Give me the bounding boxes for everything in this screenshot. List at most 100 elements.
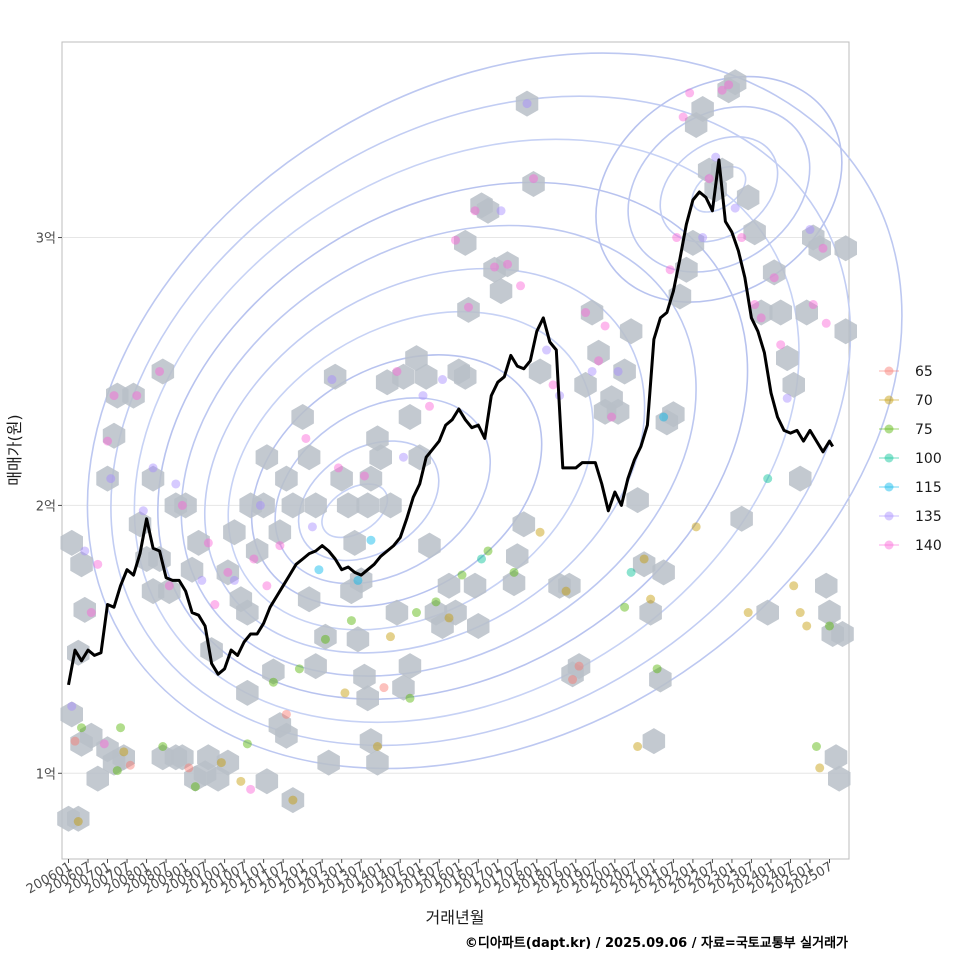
hex-cell [392,674,415,701]
hex-cell [297,444,321,471]
data-point [424,401,434,411]
hex-cell [304,492,327,519]
data-point [561,586,571,596]
data-point [685,88,695,98]
hex-cell [366,749,389,776]
data-point [190,782,200,792]
hex-cell [512,511,536,538]
hex-cell [743,219,766,246]
hex-cell [314,623,337,650]
legend-key-point [884,482,894,492]
hex-cell [489,278,513,305]
y-axis-title: 매매가(원) [5,414,24,485]
hex-cell [626,487,649,514]
data-point [509,567,519,577]
legend: 65 70 75 100 115 135 140 [879,364,942,554]
hex-cell [789,465,812,492]
hex-cell [158,578,181,605]
hex-cell [255,768,279,795]
hex-cell [776,345,799,372]
data-point [353,575,363,585]
hex-cell [369,444,392,471]
data-point [99,739,109,749]
hex-cell [317,749,340,776]
data-point [811,741,821,751]
hex-cell [200,637,223,664]
data-point [704,174,714,184]
hex-cell [418,532,441,559]
hex-cell [782,371,805,398]
trend-line-layer [67,158,834,686]
data-point [750,300,760,310]
data-point [333,463,343,473]
data-point [223,567,233,577]
hex-cell [268,519,292,546]
data-point [743,608,753,618]
data-point [568,675,578,685]
data-point [496,206,506,216]
data-point [659,412,669,422]
hex-cell [346,626,370,653]
hex-cell [502,570,526,597]
hex-cell [151,358,175,385]
data-point [359,471,369,481]
data-point [626,567,636,577]
data-point [346,616,356,626]
data-point [210,600,220,610]
data-point [262,581,272,591]
hex-cell [60,701,83,728]
hex-cell [223,519,246,546]
hex-cell [662,401,685,428]
hex-cell [262,658,285,685]
data-point [327,375,337,385]
hex-cell [122,382,145,409]
hex-cell [67,805,90,832]
hex-cell [366,425,389,452]
data-point [138,506,148,516]
data-point [398,452,408,462]
hex-cell [304,653,327,680]
hex-cell [180,556,204,583]
legend-key-point [884,453,894,463]
data-point [633,741,643,751]
hex-cell [632,551,656,578]
data-point [268,677,278,687]
data-point [431,597,441,607]
hex-cell [112,744,135,771]
density-contour [627,105,811,273]
hex-cell [385,599,409,626]
hex-cell [60,529,83,556]
data-point [119,747,129,757]
data-point [698,233,708,243]
data-point [724,80,734,90]
data-point [155,366,165,376]
data-point [164,581,174,591]
data-point [470,206,480,216]
data-point [203,538,213,548]
data-point [613,366,623,376]
legend-label: 115 [915,480,942,496]
data-point [288,795,298,805]
hex-cell [808,235,831,262]
density-contour [133,138,800,724]
hex-cell [86,765,109,792]
data-point [392,366,402,376]
hex-cell [649,666,672,693]
data-point [77,723,87,733]
data-point [607,412,617,422]
data-point [737,233,747,243]
caption: ©디아파트(dapt.kr) / 2025.09.06 / 자료=국토교통부 실… [465,935,848,951]
hex-cell [187,529,210,556]
data-point [444,613,454,623]
data-point [451,235,460,245]
hex-cell [275,465,298,492]
data-point [691,522,701,532]
hex-cell [73,596,96,623]
data-point [242,739,252,749]
hex-cell [831,621,854,647]
hex-cell [457,296,480,323]
legend-key-point [884,540,894,550]
data-point [67,701,77,711]
legend-label: 100 [915,451,942,467]
hex-cell [515,90,539,117]
